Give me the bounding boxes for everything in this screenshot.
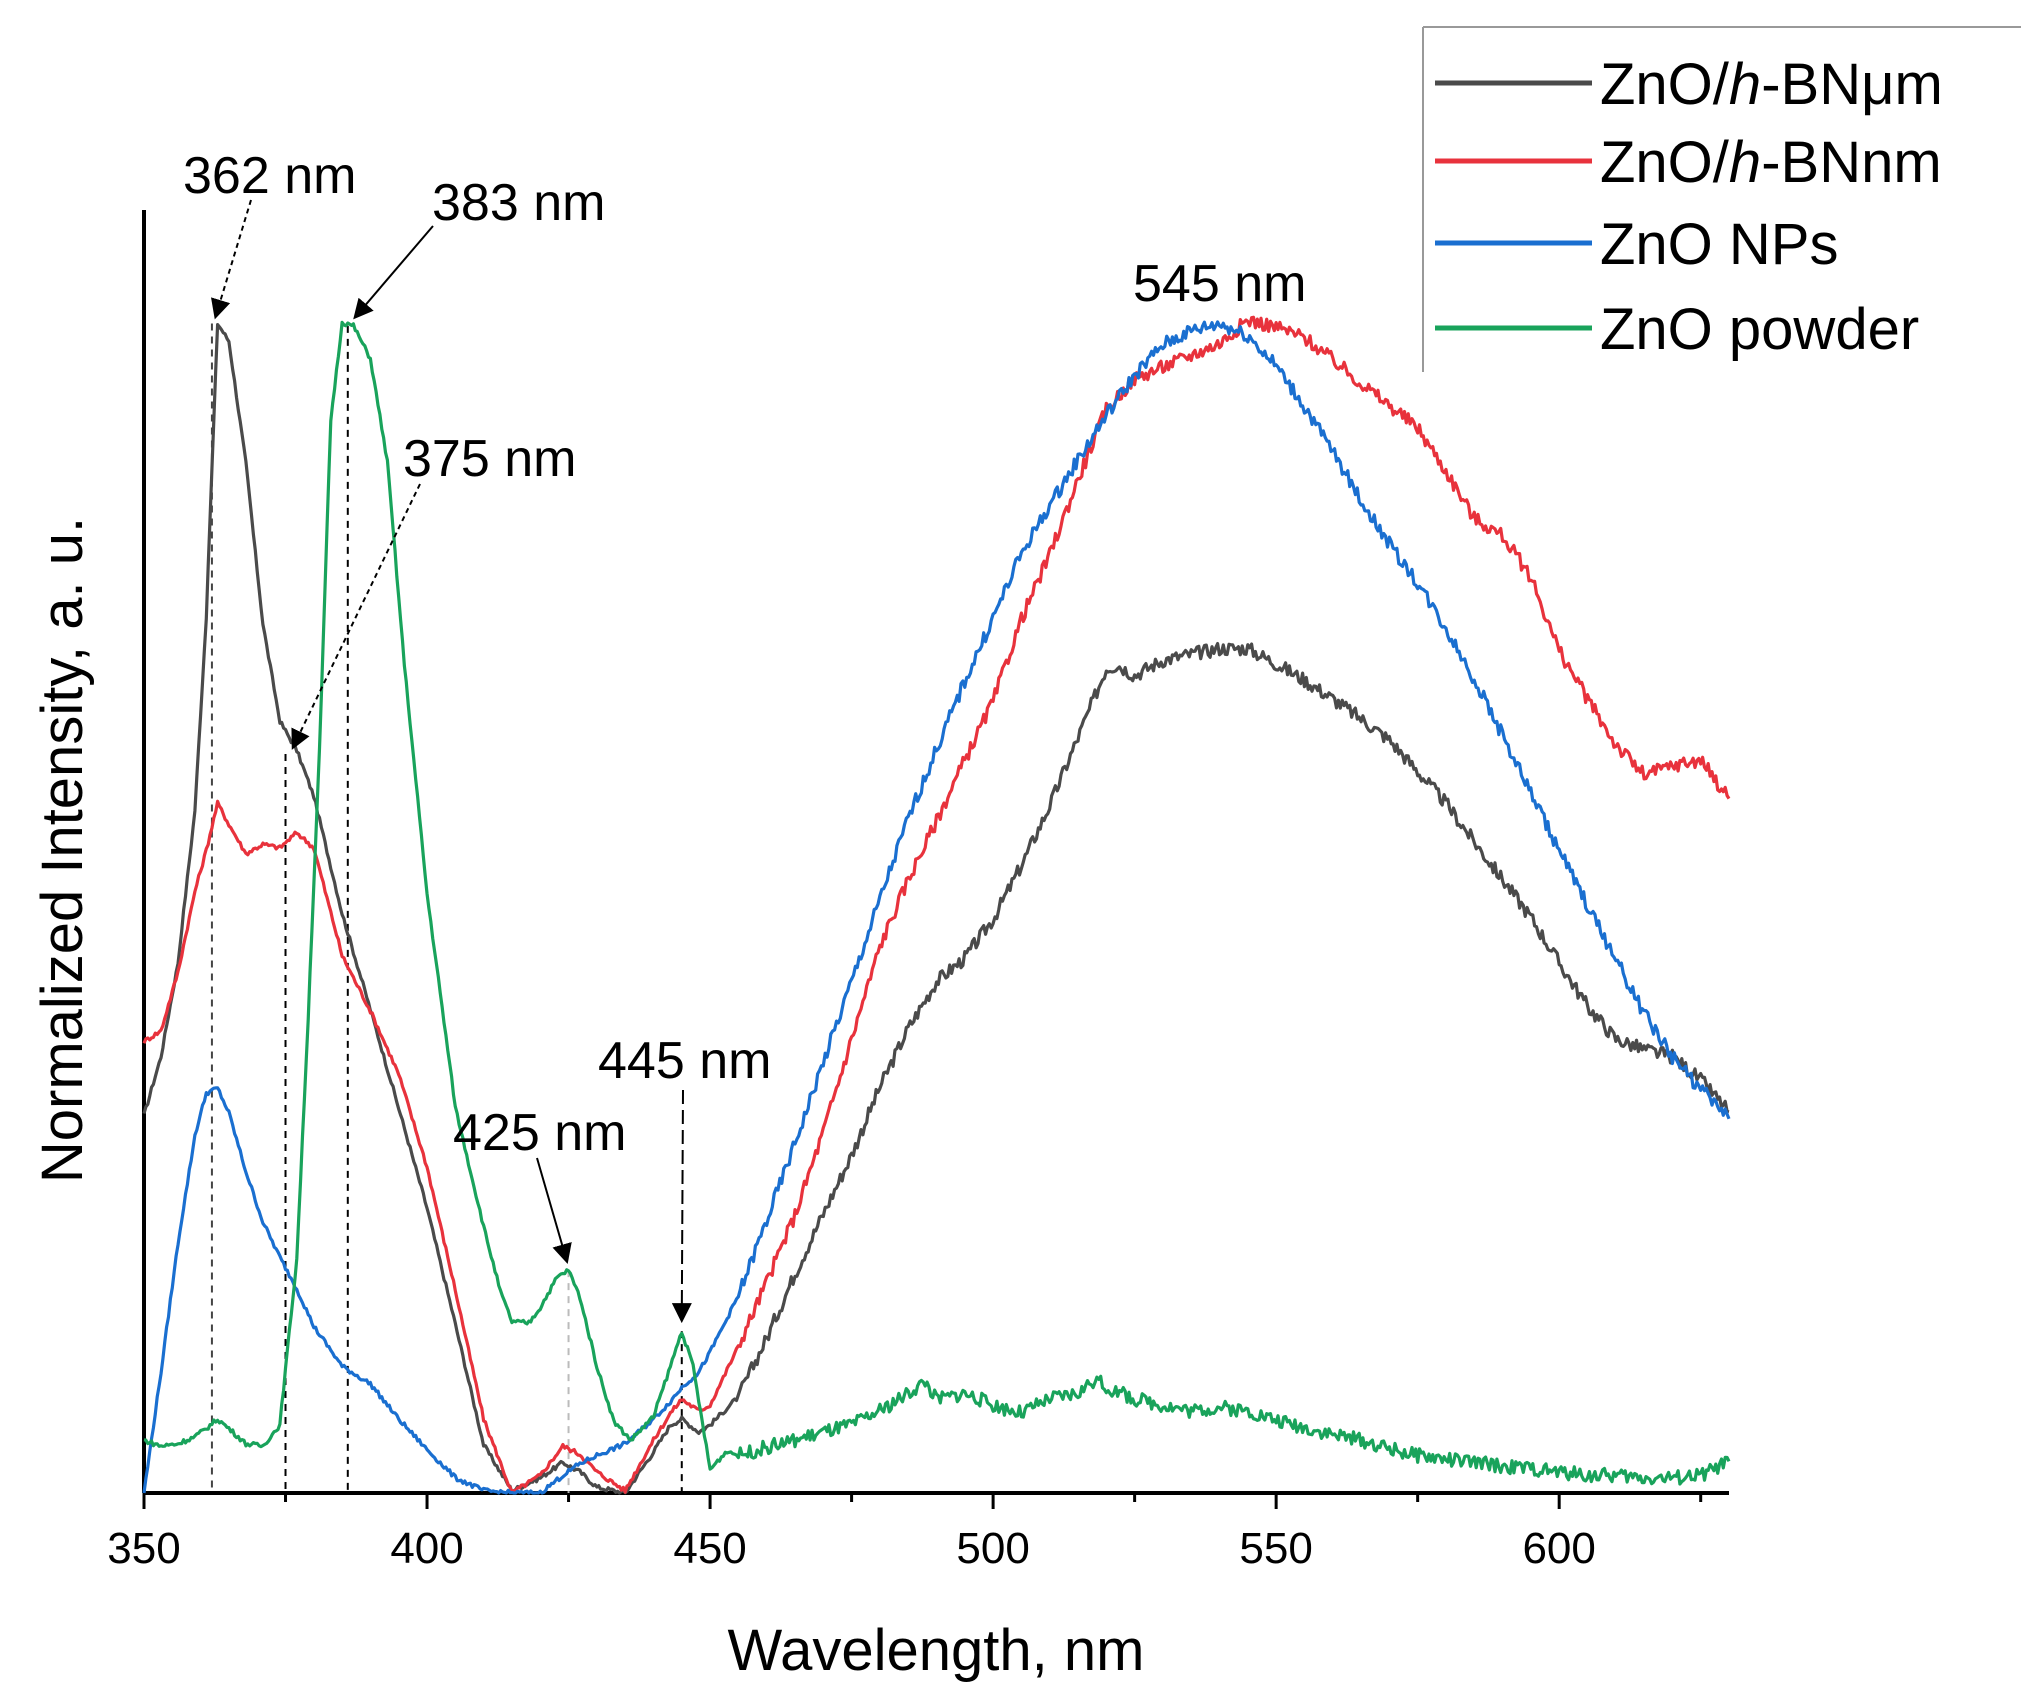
x-tick-label: 400 [390, 1524, 463, 1573]
annotation-arrow [671, 1089, 692, 1324]
series-group [142, 315, 1731, 1495]
annotation-label-445: 445 nm [598, 1032, 771, 1090]
legend-label-zno-powder: ZnO powder [1600, 297, 1919, 362]
x-tick-label: 350 [107, 1524, 180, 1573]
series-line-2 [142, 320, 1731, 1495]
legend: ZnO/h-BNμm ZnO/h-BNnm ZnO NPs ZnO powder [1422, 26, 2021, 372]
series-line-1 [142, 315, 1731, 1494]
annotation-label-383: 383 nm [432, 174, 605, 232]
legend-label-zno-hbn-nm: ZnO/h-BNnm [1600, 130, 1942, 195]
annotation-arrow [536, 1157, 572, 1264]
x-axis-title: Wavelength, nm [728, 1618, 1145, 1683]
x-axis-ticks: 350 400 450 500 550 600 [107, 1493, 1703, 1573]
x-tick-label: 600 [1522, 1524, 1595, 1573]
annotation-label-425: 425 nm [453, 1104, 626, 1162]
x-tick-label: 500 [956, 1524, 1029, 1573]
peak-guide-lines [210, 323, 683, 1493]
annotation-label-375: 375 nm [403, 430, 576, 488]
legend-label-zno-hbn-um: ZnO/h-BNμm [1600, 52, 1943, 117]
series-line-3 [143, 320, 1731, 1486]
annotation-arrow [211, 199, 252, 320]
legend-label-zno-nps: ZnO NPs [1600, 212, 1839, 277]
series-line-0 [142, 323, 1730, 1495]
x-tick-label: 550 [1239, 1524, 1312, 1573]
annotation-arrow [291, 483, 421, 750]
annotation-arrow [353, 225, 434, 320]
x-tick-label: 450 [673, 1524, 746, 1573]
annotation-label-362: 362 nm [183, 147, 356, 205]
annotation-label-545: 545 nm [1133, 255, 1306, 313]
y-axis-title: Normalized Intensity, a. u. [30, 517, 95, 1183]
peak-annotations: 362 nm 383 nm 375 nm 425 nm 445 nm 545 n… [183, 147, 1306, 1324]
